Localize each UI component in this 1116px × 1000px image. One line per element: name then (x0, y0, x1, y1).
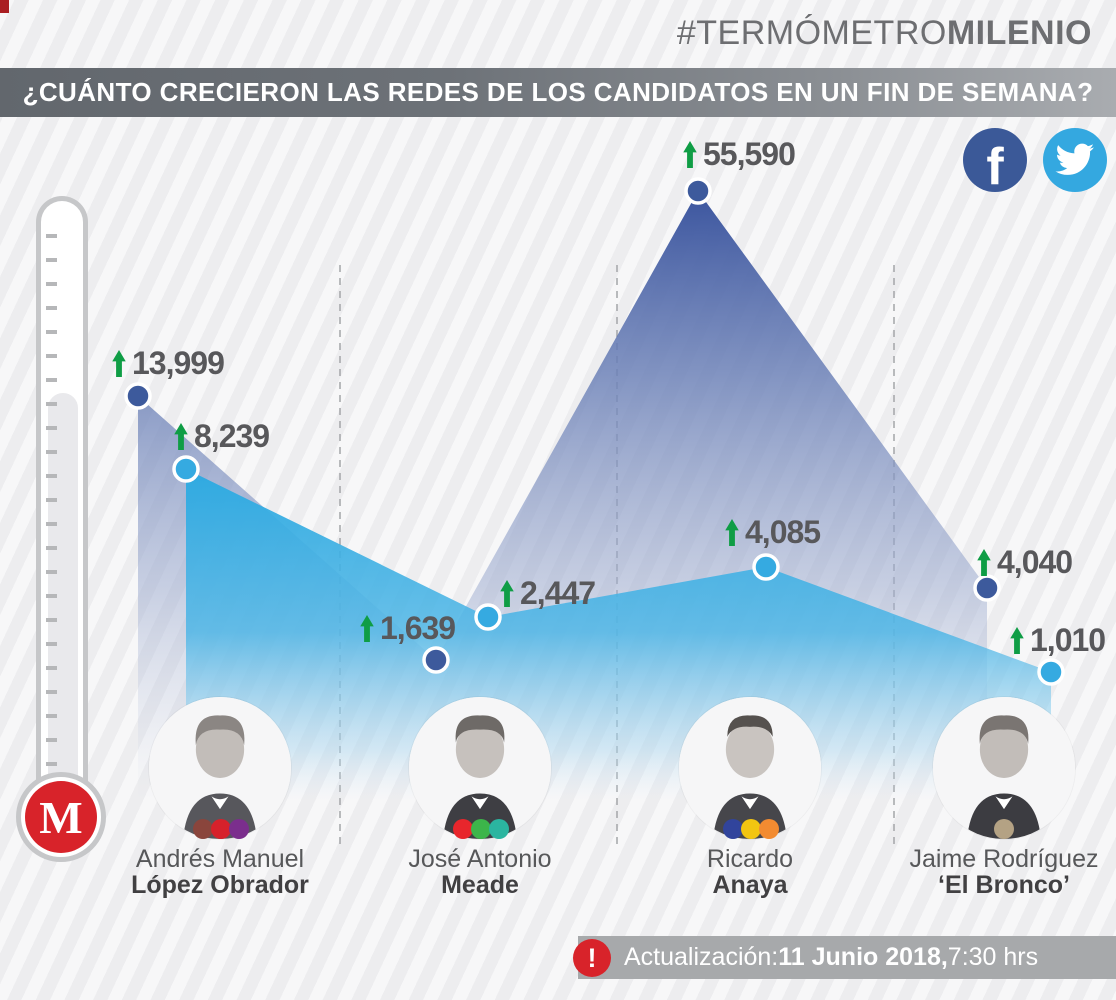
candidate-first-line: Jaime Rodríguez (909, 845, 1099, 873)
candidate-name-amlo: Andrés Manuel López Obrador (90, 846, 350, 898)
growth-arrow-icon (112, 350, 126, 377)
milenio-logo-letter: M (39, 791, 83, 843)
value-text: 2,447 (520, 575, 596, 611)
portrait-placeholder (679, 697, 821, 839)
data-point-facebook-bronco (973, 574, 1001, 602)
update-time: 7:30 hrs (947, 943, 1039, 971)
value-text: 4,040 (997, 544, 1073, 580)
twitter-icon (1043, 128, 1107, 192)
value-text: 4,085 (745, 514, 821, 550)
twitter-bird-icon (1055, 143, 1094, 175)
party-dot (453, 819, 473, 839)
facebook-icon: f (963, 128, 1027, 192)
party-dot (211, 819, 231, 839)
corner-accent (0, 0, 9, 13)
candidate-second-line: Anaya (712, 871, 788, 899)
brand-hashtag: #TERMÓMETROMILENIO (677, 14, 1092, 53)
growth-arrow-icon (360, 615, 374, 642)
data-point-twitter-bronco (1037, 658, 1065, 686)
candidate-photo-amlo (149, 697, 291, 839)
data-point-facebook-anaya (684, 177, 712, 205)
candidate-photo-anaya (679, 697, 821, 839)
value-text: 1,010 (1030, 622, 1106, 658)
candidate-second-line: ‘El Bronco’ (938, 871, 1070, 899)
value-text: 1,639 (380, 610, 456, 646)
growth-arrow-icon (1010, 627, 1024, 654)
value-label-facebook-anaya: 55,590 (683, 136, 796, 173)
brand-hashtag-light: #TERMÓMETRO (676, 14, 947, 52)
growth-arrow-icon (977, 549, 991, 576)
data-point-twitter-meade (474, 603, 502, 631)
update-date: 11 Junio 2018, (778, 943, 948, 971)
candidate-first-line: Andrés Manuel (135, 845, 305, 873)
update-bar: Actualización: 11 Junio 2018, 7:30 hrs (578, 936, 1116, 979)
value-label-twitter-amlo: 8,239 (174, 418, 270, 455)
value-text: 8,239 (194, 418, 270, 454)
update-prefix: Actualización: (624, 943, 779, 971)
candidate-first-line: Ricardo (706, 845, 794, 873)
growth-arrow-icon (500, 580, 514, 607)
question-banner: ¿CUÁNTO CRECIERON LAS REDES DE LOS CANDI… (0, 68, 1116, 117)
value-label-twitter-meade: 2,447 (500, 575, 596, 612)
value-label-facebook-bronco: 4,040 (977, 544, 1073, 581)
facebook-f-glyph: f (986, 138, 1004, 192)
portrait-placeholder (149, 697, 291, 839)
thermometer-ticks (46, 234, 57, 774)
value-label-facebook-meade: 1,639 (360, 610, 456, 647)
milenio-logo: M (25, 781, 97, 853)
data-point-twitter-anaya (752, 553, 780, 581)
party-dot (471, 819, 491, 839)
data-point-facebook-amlo (124, 382, 152, 410)
value-text: 13,999 (132, 345, 225, 381)
candidate-name-anaya: Ricardo Anaya (620, 846, 880, 898)
value-label-twitter-anaya: 4,040 4,085 (725, 514, 821, 551)
growth-arrow-icon (725, 519, 739, 546)
brand-hashtag-bold: MILENIO (946, 14, 1092, 52)
candidate-name-bronco: Jaime Rodríguez ‘El Bronco’ (874, 846, 1116, 898)
party-dot (723, 819, 743, 839)
growth-arrow-icon (174, 423, 188, 450)
value-label-facebook-amlo: 13,999 (112, 345, 225, 382)
value-label-twitter-bronco: 1,010 (1010, 622, 1106, 659)
portrait-placeholder (409, 697, 551, 839)
candidate-photo-bronco (933, 697, 1075, 839)
candidate-second-line: Meade (441, 871, 519, 899)
value-text: 55,590 (703, 136, 796, 172)
alert-glyph: ! (587, 942, 597, 973)
party-dot (741, 819, 761, 839)
party-dot (759, 819, 779, 839)
candidate-photo-meade (409, 697, 551, 839)
growth-arrow-icon (683, 141, 697, 168)
data-point-facebook-meade (422, 646, 450, 674)
party-dot (229, 819, 249, 839)
question-banner-text: ¿CUÁNTO CRECIERON LAS REDES DE LOS CANDI… (22, 77, 1094, 107)
alert-icon: ! (573, 939, 611, 977)
candidate-second-line: López Obrador (131, 871, 309, 899)
portrait-placeholder (933, 697, 1075, 839)
candidate-first-line: José Antonio (408, 845, 552, 873)
data-point-twitter-amlo (172, 455, 200, 483)
party-dot (193, 819, 213, 839)
twitter-area (186, 469, 1051, 800)
party-dot (489, 819, 509, 839)
candidate-name-meade: José Antonio Meade (350, 846, 610, 898)
party-dot (994, 819, 1014, 839)
